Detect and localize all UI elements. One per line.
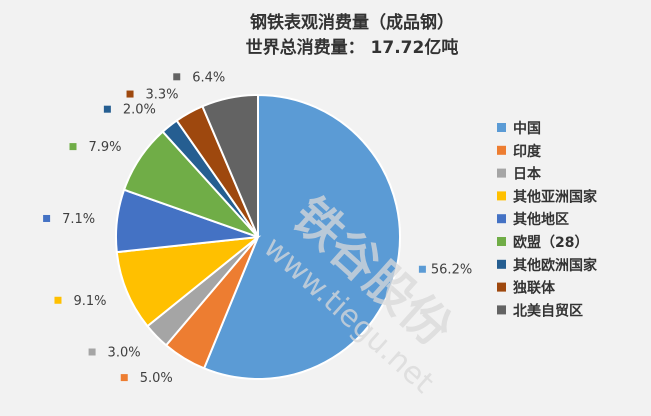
legend-label-0: 中国 xyxy=(513,120,541,137)
legend-swatch-1 xyxy=(497,145,506,155)
data-label-5: 7.9% xyxy=(88,140,121,155)
data-labels: 56.2% 5.0% 3.0% 9.1% 7.1% 7.9% 2.0%3.3% 6.4% xyxy=(43,70,472,386)
chart-title: 钢铁表观消费量（成品钢） xyxy=(250,12,454,33)
data-label-marker-6 xyxy=(103,105,111,113)
data-label-6: 2.0% xyxy=(123,103,156,118)
legend-label-6: 其他欧洲国家 xyxy=(513,257,598,274)
data-label-marker-2 xyxy=(88,348,96,356)
legend-label-1: 印度 xyxy=(513,143,542,160)
data-label-2: 3.0% xyxy=(108,345,141,360)
legend-swatch-3 xyxy=(497,191,506,201)
data-label-8: 6.4% xyxy=(192,70,225,85)
legend-label-4: 其他地区 xyxy=(513,211,569,228)
legend-label-8: 北美自贸区 xyxy=(513,302,583,319)
data-label-marker-3 xyxy=(54,296,62,304)
legend-swatch-5 xyxy=(497,237,506,246)
chart-subtitle: 世界总消费量： 17.72亿吨 xyxy=(246,37,459,58)
legend-label-5: 欧盟（28） xyxy=(513,234,588,251)
data-label-marker-1 xyxy=(120,374,128,382)
data-label-marker-4 xyxy=(43,214,51,222)
legend-swatch-7 xyxy=(497,282,506,292)
data-label-4: 7.1% xyxy=(62,212,95,227)
legend-swatch-2 xyxy=(497,168,506,178)
legend-swatch-0 xyxy=(497,123,506,132)
pie-slices xyxy=(115,93,401,380)
legend-label-7: 独联体 xyxy=(513,280,556,297)
data-label-0: 56.2% xyxy=(431,263,472,278)
legend-label-2: 日本 xyxy=(513,166,542,183)
legend-swatch-8 xyxy=(497,305,506,315)
pie-slice-8 xyxy=(201,93,259,238)
legend-label-3: 其他亚洲国家 xyxy=(513,188,598,205)
data-label-marker-7 xyxy=(126,90,134,98)
data-label-3: 9.1% xyxy=(73,294,106,309)
pie-slice-0 xyxy=(202,93,401,380)
data-label-1: 5.0% xyxy=(140,371,173,386)
data-label-marker-8 xyxy=(173,73,181,81)
data-label-marker-0 xyxy=(418,265,426,273)
data-label-marker-5 xyxy=(69,143,77,151)
pie-slice-3 xyxy=(115,235,262,328)
data-label-7: 3.3% xyxy=(146,88,179,103)
legend-swatch-4 xyxy=(497,214,506,224)
legend-swatch-6 xyxy=(497,259,506,269)
